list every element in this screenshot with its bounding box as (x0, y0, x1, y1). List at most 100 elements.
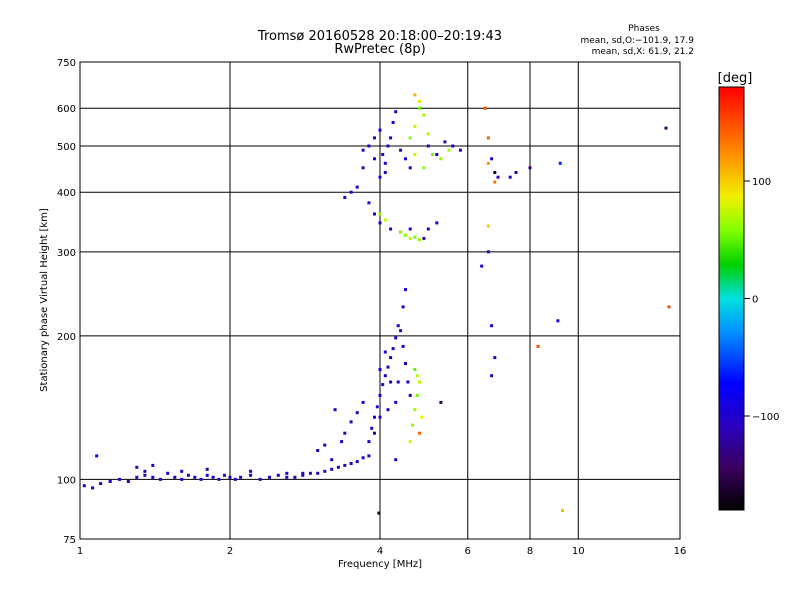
data-point (383, 350, 387, 354)
data-point (408, 227, 412, 231)
data-point (367, 144, 371, 148)
data-point (223, 473, 226, 477)
data-point (249, 469, 253, 473)
y-tick-label: 200 (57, 332, 76, 343)
data-point (404, 288, 407, 292)
y-tick-label: 750 (57, 58, 76, 69)
data-point (418, 99, 421, 103)
data-point (378, 221, 382, 225)
data-point (426, 132, 430, 136)
data-point (422, 113, 426, 117)
data-point (355, 411, 359, 415)
y-tick-label: 500 (57, 142, 76, 153)
data-point (375, 405, 379, 409)
x-tick-label: 2 (227, 546, 233, 557)
data-point (386, 408, 390, 412)
data-point (378, 128, 382, 132)
y-tick-label: 75 (63, 535, 76, 546)
data-point (399, 230, 403, 234)
data-point (293, 475, 297, 479)
data-point (285, 475, 289, 479)
data-point (415, 393, 419, 397)
data-point (180, 469, 184, 473)
data-point (391, 347, 395, 351)
x-axis-ticks: 1 2 4 6 8 10 16 (77, 546, 687, 557)
data-point (413, 235, 417, 239)
data-point (528, 166, 532, 170)
data-point (396, 380, 400, 384)
data-point (377, 511, 381, 515)
data-point (151, 475, 155, 479)
data-point (381, 383, 385, 387)
data-point (180, 477, 184, 481)
data-point (422, 166, 426, 170)
colorbar-ticks: 100 0 −100 (744, 177, 779, 423)
data-point (408, 440, 412, 444)
data-point (349, 462, 353, 465)
y-axis-label: Stationary phase Virtual Height [km] (39, 208, 50, 392)
data-point (383, 161, 387, 165)
series-group (408, 368, 424, 444)
phase-stats: Phases mean, sd,O:−101.9, 17.9 mean, sd,… (580, 24, 694, 57)
data-point (408, 166, 412, 170)
data-point (486, 136, 490, 140)
x-tick-label: 6 (465, 546, 471, 557)
data-point (556, 319, 560, 323)
data-point (126, 480, 130, 483)
colorbar-label: [deg] (718, 71, 753, 86)
data-point (330, 458, 334, 462)
data-point (91, 486, 95, 490)
colorbar-tick-label: −100 (752, 412, 779, 423)
data-point (418, 380, 421, 384)
data-point (508, 175, 512, 179)
data-point (401, 305, 405, 309)
data-point (396, 324, 400, 328)
data-point (285, 471, 289, 475)
data-point (173, 475, 177, 479)
data-point (383, 218, 387, 222)
data-point (439, 400, 443, 404)
data-point (361, 456, 365, 460)
data-point (349, 420, 353, 424)
data-point (420, 415, 424, 419)
x-tick-label: 1 (77, 546, 83, 557)
series-group (378, 93, 497, 242)
data-point (367, 454, 371, 458)
data-point (486, 224, 490, 228)
data-point (370, 426, 374, 430)
series-group (82, 454, 371, 490)
data-point (355, 185, 359, 189)
data-point (258, 477, 262, 481)
data-point (493, 180, 497, 184)
data-point (361, 166, 365, 170)
data-point (143, 469, 147, 473)
data-point (486, 250, 490, 254)
data-point (496, 175, 500, 179)
data-point (158, 477, 162, 481)
data-point (386, 365, 390, 369)
data-point (389, 356, 393, 360)
data-point (394, 336, 398, 340)
data-point (301, 471, 305, 475)
data-point (340, 440, 344, 444)
data-point (378, 368, 382, 371)
data-point (355, 460, 359, 464)
chart-title: Tromsø 20160528 20:18:00–20:19:43 (257, 29, 502, 44)
data-point (415, 374, 419, 378)
data-point (205, 473, 209, 477)
phase-stats-x: mean, sd,X: 61.9, 21.2 (592, 47, 694, 57)
data-point (418, 431, 421, 435)
data-point (205, 467, 209, 471)
data-point (249, 473, 253, 477)
data-point (394, 400, 398, 404)
data-point (667, 305, 671, 309)
data-point (493, 171, 497, 174)
data-point (349, 190, 353, 194)
data-point (99, 482, 103, 486)
data-point (435, 153, 439, 156)
data-point (458, 148, 462, 152)
data-point (378, 212, 382, 216)
data-point (336, 465, 340, 469)
data-point (95, 454, 99, 458)
y-tick-label: 100 (57, 475, 76, 486)
